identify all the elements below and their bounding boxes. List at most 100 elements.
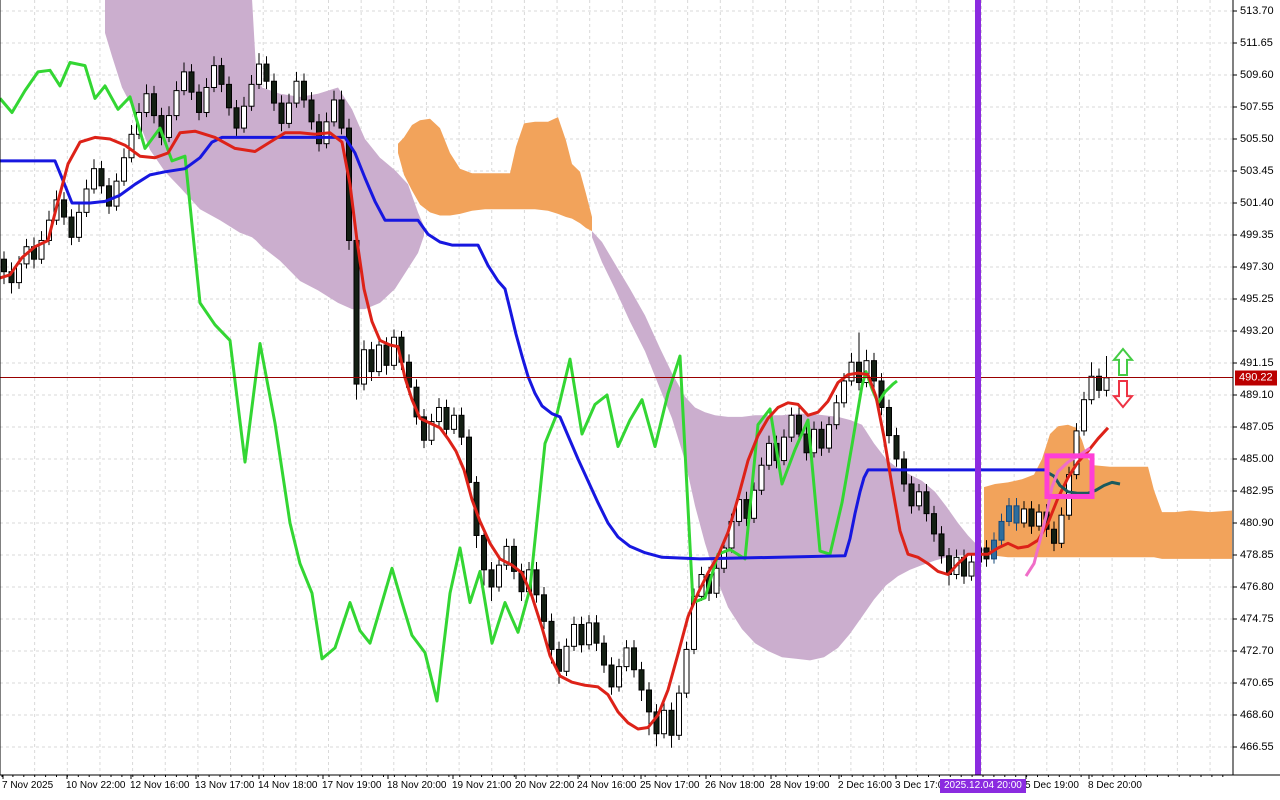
candle-bear [886,406,892,437]
candle-bull [1073,430,1080,476]
candle-bull [361,349,367,385]
candle-bull [173,90,180,117]
price-axis-label: 474.75 [1240,613,1274,625]
candle-bull [211,65,217,88]
candle-bear [301,80,307,101]
candle-bear [421,416,427,441]
candle-bull [181,71,187,92]
time-axis-label: 8 Dec 20:00 [1088,780,1142,791]
price-axis-label: 478.85 [1240,549,1274,561]
candle-bear [923,491,930,515]
price-axis-label: 472.70 [1240,645,1274,657]
candle-bull [833,402,840,426]
candle-bear [646,689,652,713]
price-axis-label: 497.30 [1240,261,1274,273]
candle-bull [1103,377,1110,391]
price-axis-label: 511.65 [1240,37,1273,49]
candle-bull [376,344,382,373]
candle-bear [263,63,270,82]
candle-bull [256,63,262,85]
buy-signal-arrow-icon[interactable] [1111,347,1135,376]
candle-bear [653,711,660,735]
candle-bear [308,99,315,123]
candle-bull [1081,399,1087,432]
candle-bull [503,545,510,566]
candle-bull [811,428,817,454]
candle-bull [248,83,255,107]
time-axis-label: 10 Nov 22:00 [66,780,126,791]
candle-bull [586,622,592,646]
ichimoku-cloud-bullish [398,117,592,232]
candle-bear [158,115,165,138]
candle-bull [1058,514,1065,544]
candle-bull [121,157,127,182]
time-axis-label: 2 Dec 16:00 [838,780,892,791]
price-axis-label: 503.45 [1240,165,1274,177]
price-axis-label: 476.80 [1240,581,1274,593]
candle-bear [68,216,75,238]
candle-bull [166,115,172,138]
ichimoku-cloud-bullish [984,424,1232,559]
price-axis-label: 487.05 [1240,421,1274,433]
time-axis-label: 24 Nov 16:00 [577,780,637,791]
candle-bear [218,65,225,85]
candle-bear [196,91,202,113]
time-axis-label: 12 Nov 16:00 [130,780,190,791]
candle-bull [331,99,337,123]
time-axis-label: 14 Nov 18:00 [258,780,318,791]
candle-bull [998,520,1005,541]
candle-bull [916,491,922,507]
highlight-rectangle[interactable] [1044,453,1095,499]
candle-bull [676,692,682,736]
price-axis-label: 485.00 [1240,453,1274,465]
candle-bear [1096,375,1102,391]
candle-bear [1028,508,1035,527]
price-axis-label: 466.55 [1240,741,1274,753]
candle-bear [278,102,285,124]
price-axis-label: 513.70 [1240,5,1274,17]
price-axis-label: 507.55 [1240,101,1274,113]
time-axis-label: 19 Nov 21:00 [452,780,512,791]
time-axis-label: 25 Nov 17:00 [640,780,700,791]
time-axis-label: 13 Nov 17:00 [195,780,255,791]
price-axis-label: 491.15 [1240,357,1274,369]
candle-bull [571,623,577,647]
sell-signal-arrow-icon[interactable] [1111,380,1135,409]
teal-ma-line [1045,470,1121,495]
candle-bear [458,414,465,438]
candle-bear [938,533,945,557]
time-axis-label: 18 Nov 20:00 [387,780,447,791]
candle-bear [383,344,390,366]
chikou-span-line [0,61,898,703]
candle-bear [511,545,517,572]
candle-bear [226,83,232,109]
candle-bull [1021,508,1027,524]
ichimoku-cloud-bearish [592,231,984,661]
candle-bull [766,442,772,466]
candle-bull [848,361,855,382]
candle-bull [683,648,690,694]
current-price-label: 490.22 [1235,370,1277,386]
candle-bear [818,428,825,449]
candle-bear [466,436,472,483]
candle-bear [271,80,277,104]
price-axis-label: 495.25 [1240,293,1274,305]
price-axis-label: 505.50 [1240,133,1274,145]
candle-bull [113,180,120,207]
time-axis-label: 26 Nov 18:00 [705,780,765,791]
candle-bull [436,406,442,423]
candle-bull [83,188,90,213]
candle-bull [713,567,720,594]
tenkan-sen-line [0,129,1110,731]
price-axis-label: 482.95 [1240,485,1274,497]
candle-bear [541,594,547,622]
candle-bull [826,424,832,449]
time-axis-label: 7 Nov 2025 [2,780,54,791]
candle-bear [796,414,802,435]
price-axis-label: 501.40 [1240,197,1274,209]
candle-bear [638,669,645,691]
event-vline[interactable] [975,0,981,775]
candle-bear [233,107,240,129]
